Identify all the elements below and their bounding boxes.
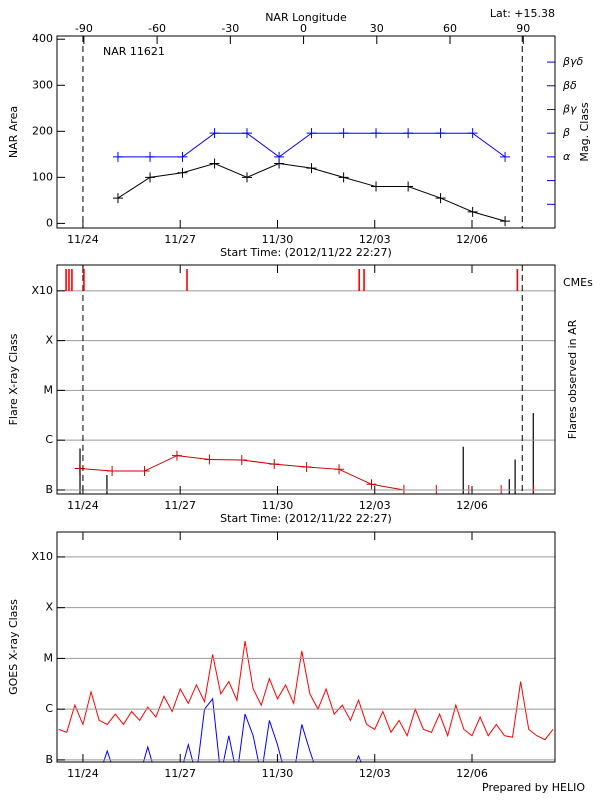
- data-point: [338, 172, 349, 183]
- data-point: [139, 466, 150, 477]
- data-point: [467, 206, 478, 217]
- x-tick-label: 12/06: [456, 767, 488, 780]
- data-point: [171, 450, 182, 461]
- x2-tick-label: 30: [370, 22, 384, 35]
- data-point: [371, 181, 382, 192]
- x-axis-label: Start Time: (2012/11/22 22:27): [220, 512, 392, 525]
- data-point: [177, 151, 188, 162]
- y-axis-label: Flare X-ray Class: [7, 333, 20, 425]
- x2-tick-label: -90: [75, 22, 93, 35]
- data-point: [145, 151, 156, 162]
- data-point: [145, 172, 156, 183]
- x-tick-label: 11/27: [164, 233, 196, 246]
- series-line: [103, 697, 362, 762]
- y-tick-label: B: [45, 483, 53, 496]
- data-point: [366, 479, 377, 490]
- data-point: [209, 128, 220, 139]
- y-tick-label: X10: [31, 550, 53, 563]
- x-tick-label: 12/03: [359, 767, 391, 780]
- y2-tick-label: βγ: [562, 102, 577, 115]
- panel-annotation: NAR 11621: [103, 45, 165, 58]
- x-tick-label: 11/24: [67, 233, 99, 246]
- x-tick-label: 12/03: [359, 499, 391, 512]
- y-tick-label: M: [44, 383, 54, 396]
- data-point: [306, 128, 317, 139]
- data-point: [241, 128, 252, 139]
- data-point: [204, 454, 215, 465]
- y-tick-label: X: [45, 601, 53, 614]
- y2-axis-label: Flares observed in AR: [566, 319, 579, 439]
- y2-tick-label: βδ: [562, 79, 577, 92]
- y-tick-label: 200: [32, 124, 53, 137]
- corner-label: Lat: +15.38: [490, 7, 555, 20]
- data-point: [236, 454, 247, 465]
- data-point: [500, 151, 511, 162]
- x-tick-label: 11/30: [262, 233, 294, 246]
- data-point: [467, 128, 478, 139]
- data-point: [177, 167, 188, 178]
- x-axis-label: Start Time: (2012/11/22 22:27): [220, 246, 392, 259]
- data-point: [209, 158, 220, 169]
- data-point: [301, 461, 312, 472]
- x2-tick-label: -60: [148, 22, 166, 35]
- y-tick-label: B: [45, 753, 53, 766]
- data-point: [371, 128, 382, 139]
- y-tick-label: X10: [31, 284, 53, 297]
- plot-frame: [56, 264, 556, 495]
- footer: Prepared by HELIO: [482, 781, 585, 794]
- x-tick-label: 11/30: [262, 499, 294, 512]
- data-point: [112, 193, 123, 204]
- data-point: [274, 151, 285, 162]
- x-tick-label: 12/06: [456, 233, 488, 246]
- y-tick-label: 400: [32, 32, 53, 45]
- y-tick-label: 100: [32, 170, 53, 183]
- x-tick-label: 11/30: [262, 767, 294, 780]
- x-tick-label: 12/03: [359, 233, 391, 246]
- y2-tick-label: βγδ: [562, 55, 584, 68]
- data-point: [107, 466, 118, 477]
- data-point: [403, 181, 414, 192]
- y-tick-label: C: [45, 433, 53, 446]
- series-line: [58, 640, 554, 741]
- x2-tick-label: 0: [300, 22, 307, 35]
- y2-axis-label: Mag. Class: [578, 102, 591, 161]
- y-tick-label: C: [45, 702, 53, 715]
- x-tick-label: 12/06: [456, 499, 488, 512]
- data-point: [403, 128, 414, 139]
- data-point: [338, 128, 349, 139]
- data-point: [435, 193, 446, 204]
- y-tick-label: X: [45, 334, 53, 347]
- plot-frame: [56, 531, 556, 763]
- data-point: [269, 459, 280, 470]
- plot-area: [58, 640, 554, 762]
- y-axis-label: NAR Area: [7, 106, 20, 158]
- y-tick-label: 300: [32, 78, 53, 91]
- data-point: [241, 172, 252, 183]
- x2-tick-label: 60: [443, 22, 457, 35]
- y-tick-label: 0: [46, 216, 53, 229]
- x-tick-label: 11/24: [67, 767, 99, 780]
- x-tick-label: 11/24: [67, 499, 99, 512]
- plot-area: [112, 128, 511, 227]
- plot-frame: [56, 35, 556, 229]
- x2-tick-label: 90: [516, 22, 530, 35]
- data-point: [306, 163, 317, 174]
- y-tick-label: M: [44, 651, 54, 664]
- x-tick-label: 11/27: [164, 499, 196, 512]
- data-point: [112, 151, 123, 162]
- x2-tick-label: -30: [221, 22, 239, 35]
- data-point: [334, 464, 345, 475]
- x2-axis-label: NAR Longitude: [265, 11, 347, 24]
- x-tick-label: 11/27: [164, 767, 196, 780]
- y2-tick-label: α: [563, 150, 571, 163]
- y2-tick-label: β: [562, 126, 570, 139]
- data-point: [500, 216, 511, 227]
- data-point: [435, 128, 446, 139]
- cme-label: CMEs: [563, 276, 593, 289]
- y-axis-label: GOES X-ray Class: [7, 599, 20, 695]
